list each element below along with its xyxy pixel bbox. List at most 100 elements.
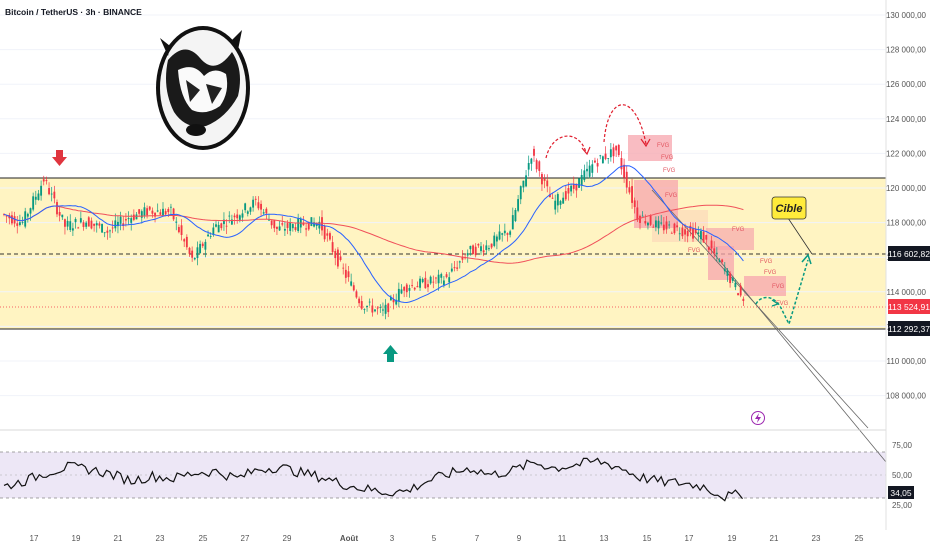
candle-body [509,231,512,235]
candle-body [48,188,50,195]
candle-body [723,268,726,272]
time-tick-label: Août [340,534,359,543]
candle-body [374,309,376,312]
candle-body [437,274,440,284]
candle-body [713,248,716,254]
candle-body [334,250,337,259]
candle-body [151,210,154,214]
candle-body [167,208,170,213]
candle-body [554,200,557,210]
candle-body [615,145,618,151]
candle-body [358,298,361,304]
candle-body [535,160,538,170]
lightning-icon[interactable] [751,411,765,425]
candle-body [238,215,241,220]
candle-body [196,247,199,259]
rsi-band [0,452,886,498]
candle-body [281,223,284,225]
candle-body [641,215,644,217]
candle-body [109,230,111,232]
candle-body [654,220,657,228]
time-tick-label: 17 [30,534,39,543]
candle-body [652,226,655,228]
time-tick-label: 11 [558,534,567,543]
candle-body [734,282,737,288]
candle-body [700,231,702,240]
candle-body [66,220,69,227]
candle-body [207,234,209,237]
candle-body [61,214,64,218]
candle-body [98,223,101,226]
candle-body [527,163,530,170]
candle-body [124,219,127,221]
candle-body [82,222,85,227]
candle-body [623,164,626,178]
candle-body [583,170,586,181]
candle-body [21,221,24,223]
candle-body [710,240,713,249]
candle-body [400,289,403,294]
candle-body [11,215,13,224]
candle-body [519,186,522,200]
candle-body [69,221,72,230]
candle-body [183,239,186,242]
candle-body [352,285,355,291]
price-tick-label: 130 000,00 [886,11,927,20]
candle-body [127,218,130,220]
price-tag-current-text: 113 524,91 [888,302,930,312]
candle-body [395,299,398,305]
candle-body [737,293,739,296]
candle-body [453,267,456,269]
fvg-label: FVG [772,284,785,290]
candle-body [567,188,570,194]
candle-body [384,304,387,314]
candle-body [276,226,278,229]
candle-body [570,185,573,192]
candle-body [387,303,390,313]
candle-body [586,168,588,172]
rsi-value-tag: 34,05 [888,486,914,499]
candle-body [636,207,639,221]
candle-body [177,227,180,233]
candles-layer [3,142,745,320]
candle-body [199,243,202,254]
candle-body [265,208,268,214]
candle-body [488,248,490,250]
price-tag-upper-text: 116 602,82 [888,249,930,259]
candle-body [533,148,535,156]
candle-body [538,161,541,171]
candle-body [270,220,273,226]
candle-body [342,267,345,269]
candle-body [631,186,633,203]
candle-body [718,260,721,262]
candle-body [29,208,32,214]
candle-body [715,252,718,254]
candle-body [435,277,437,279]
candle-body [336,249,339,267]
fvg-label: FVG [661,155,674,161]
candle-body [366,305,368,308]
candle-body [180,225,183,235]
candle-body [721,259,724,263]
candle-body [588,165,591,177]
candle-body [448,277,451,283]
candle-body [252,199,255,208]
candle-body [119,216,122,224]
candle-body [575,183,578,191]
rsi-tick-label: 50,00 [892,471,913,480]
ma-red-line [3,204,744,264]
candle-body [408,288,411,291]
candle-body [13,216,16,224]
candle-body [673,223,676,234]
candle-body [501,233,504,235]
candle-body [114,220,117,229]
price-axis: 130 000,00 128 000,00 126 000,00 124 000,00… [886,11,927,401]
time-tick-label: 15 [643,534,652,543]
candle-body [601,156,604,164]
candle-body [625,171,628,188]
candle-body [726,270,729,276]
time-tick-label: 21 [770,534,779,543]
price-tag-lower-text: 112 292,37 [888,324,930,334]
candle-body [32,196,35,210]
